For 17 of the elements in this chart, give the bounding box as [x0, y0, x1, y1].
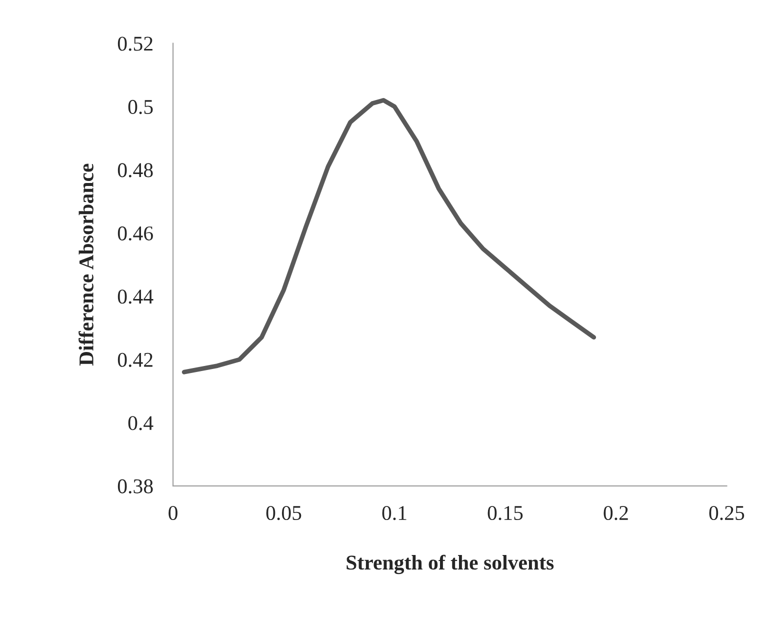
y-tick-label: 0.42 [118, 352, 152, 367]
y-tick-label: 0.44 [118, 290, 154, 304]
y-tick-label: 0.4 [128, 416, 154, 430]
x-tick-label: 0.05 [266, 506, 302, 520]
x-axis-title: Strength of the solvents [346, 554, 554, 574]
y-tick-label: 0.48 [118, 163, 153, 178]
y-tick-label: 0.38 [118, 479, 153, 494]
y-tick-label: 0.5 [128, 100, 153, 114]
y-tick-label: 0.46 [118, 226, 153, 241]
x-tick-label: 0.2 [604, 506, 628, 520]
x-tick-label: 0.1 [382, 506, 406, 520]
y-tick-label: 0.52 [118, 36, 152, 51]
x-tick-label: 0 [168, 506, 178, 520]
x-tick-label: 0.25 [709, 506, 744, 520]
line-series [182, 98, 596, 374]
x-tick-label: 0.15 [488, 506, 523, 520]
y-axis-title: Difference Absorbance [78, 164, 94, 366]
